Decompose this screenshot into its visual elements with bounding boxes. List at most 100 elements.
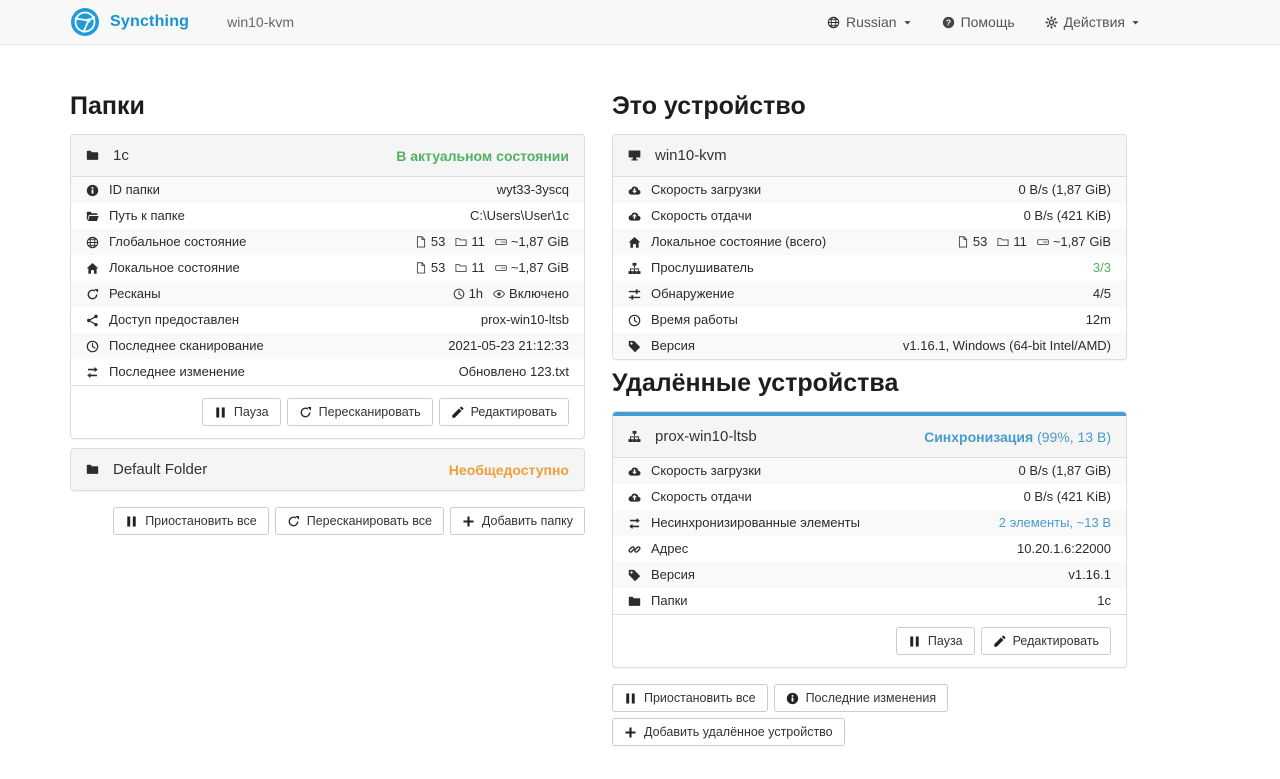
pause-all-devices-button[interactable]: Приостановить все — [612, 684, 768, 712]
row-label: Время работы — [651, 312, 738, 327]
watcher-state: Включено — [509, 286, 569, 301]
add-folder-button[interactable]: Добавить папку — [449, 507, 585, 535]
sync-progress-bar — [613, 412, 1126, 416]
out-of-sync-link[interactable]: 2 элементы, ~13 B — [998, 515, 1111, 530]
plus-icon — [624, 726, 637, 739]
caret-down-icon — [903, 18, 912, 27]
upload-rate-value: 0 B/s (421 KiB) — [1023, 208, 1111, 223]
folders-column: Папки 1c В актуальном состоянии ID папки… — [70, 92, 585, 746]
folder-1c-heading[interactable]: 1c В актуальном состоянии — [71, 135, 584, 176]
actions-menu[interactable]: Действия — [1045, 14, 1140, 30]
folder-path-value: C:\Users\User\1c — [470, 208, 569, 223]
folder-icon — [86, 149, 99, 162]
last-scan-value: 2021-05-23 21:12:33 — [448, 338, 569, 353]
row-label: Последнее изменение — [109, 364, 245, 379]
gear-icon — [1045, 16, 1058, 29]
local-files-count: 53 — [430, 260, 446, 275]
remote-device-status-detail: (99%, 13 B) — [1037, 428, 1111, 445]
globe-icon — [827, 16, 840, 29]
folder-outline-icon — [455, 236, 467, 248]
tag-icon — [628, 340, 641, 353]
eye-icon — [493, 288, 505, 300]
table-row: Прослушиватель 3/3 — [613, 255, 1126, 281]
pause-icon — [214, 406, 227, 419]
pencil-icon — [993, 635, 1006, 648]
table-row: Ресканы 1h Включено — [71, 281, 584, 307]
local-dirs-count: 11 — [471, 260, 485, 275]
refresh-icon — [287, 515, 300, 528]
row-label: Скорость отдачи — [651, 208, 752, 223]
this-device-heading[interactable]: win10-kvm — [613, 135, 1126, 176]
global-size: ~1,87 GiB — [510, 234, 569, 249]
hdd-icon — [495, 236, 507, 248]
folder-name: 1c — [113, 147, 129, 164]
language-menu[interactable]: Russian — [827, 14, 912, 30]
remote-device-heading[interactable]: prox-win10-ltsb Синхронизация (99%, 13 B… — [613, 416, 1126, 457]
folder-panel-default: Default Folder Необщедоступно — [70, 448, 585, 491]
actions-menu-label: Действия — [1063, 14, 1125, 30]
folder-icon — [628, 595, 641, 608]
table-row: Папки 1c — [613, 588, 1126, 614]
device-dirs-count: 11 — [1013, 234, 1027, 249]
clock-icon — [86, 340, 99, 353]
home-icon — [628, 236, 641, 249]
clock-icon — [628, 314, 641, 327]
table-row: Скорость отдачи 0 B/s (421 KiB) — [613, 484, 1126, 510]
table-row: Глобальное состояние 53 11 ~1,87 GiB — [71, 229, 584, 255]
edit-device-button[interactable]: Редактировать — [980, 627, 1111, 655]
default-folder-heading[interactable]: Default Folder Необщедоступно — [71, 449, 584, 490]
link-icon — [628, 543, 641, 556]
folder-details-table: ID папки wyt33-3yscq Путь к папке C:\Use… — [71, 176, 584, 385]
folder-open-icon — [86, 210, 99, 223]
table-row: Локальное состояние 53 11 ~1,87 GiB — [71, 255, 584, 281]
syncthing-logo-icon — [71, 8, 99, 36]
this-device-section-title: Это устройство — [612, 92, 806, 120]
pause-all-folders-button[interactable]: Приостановить все — [113, 507, 269, 535]
row-label: Обнаружение — [651, 286, 735, 301]
row-label: Глобальное состояние — [109, 234, 247, 249]
rescan-interval: 1h — [468, 286, 484, 301]
row-label: Несинхронизированные элементы — [651, 515, 860, 530]
info-icon — [86, 184, 99, 197]
pause-icon — [908, 635, 921, 648]
table-row: Версия v1.16.1 — [613, 562, 1126, 588]
row-label: Локальное состояние — [109, 260, 240, 275]
this-device-panel: win10-kvm Скорость загрузки 0 B/s (1,87 … — [612, 134, 1127, 360]
recent-changes-button[interactable]: Последние изменения — [773, 684, 949, 712]
global-files-count: 53 — [430, 234, 446, 249]
table-row: Последнее сканирование 2021-05-23 21:12:… — [71, 333, 584, 359]
folder-outline-icon — [997, 236, 1009, 248]
uptime-value: 12m — [1085, 312, 1111, 327]
file-icon — [415, 236, 427, 248]
desktop-icon — [628, 149, 641, 162]
folder-outline-icon — [455, 262, 467, 274]
remote-folders-value: 1c — [1097, 593, 1111, 608]
latest-change-value: Обновлено 123.txt — [458, 364, 569, 379]
devices-actions-row: Приостановить все Последние изменения До… — [612, 684, 1127, 746]
remote-device-panel: prox-win10-ltsb Синхронизация (99%, 13 B… — [612, 411, 1127, 668]
remote-devices-section-title: Удалённые устройства — [612, 369, 899, 397]
info-icon — [786, 692, 799, 705]
version-value: v1.16.1, Windows (64-bit Intel/AMD) — [902, 338, 1111, 353]
device-files-count: 53 — [972, 234, 988, 249]
help-menu[interactable]: Помощь — [942, 14, 1015, 30]
main-content: Папки 1c В актуальном состоянии ID папки… — [70, 92, 1127, 746]
add-remote-device-button[interactable]: Добавить удалённое устройство — [612, 718, 845, 746]
sitemap-icon — [628, 430, 641, 443]
row-label: Доступ предоставлен — [109, 312, 240, 327]
cloud-download-icon — [628, 184, 641, 197]
pause-folder-button[interactable]: Пауза — [201, 398, 281, 426]
table-row: Скорость загрузки 0 B/s (1,87 GiB) — [613, 458, 1126, 484]
remote-device-name: prox-win10-ltsb — [655, 428, 757, 445]
rescan-folder-button[interactable]: Пересканировать — [286, 398, 433, 426]
sitemap-icon — [628, 262, 641, 275]
brand: Syncthing win10-kvm — [70, 7, 294, 37]
row-label: Локальное состояние (всего) — [651, 234, 827, 249]
rescan-all-folders-button[interactable]: Пересканировать все — [274, 507, 444, 535]
sliders-icon — [628, 288, 641, 301]
edit-folder-button[interactable]: Редактировать — [438, 398, 569, 426]
discovery-value: 4/5 — [1092, 286, 1111, 301]
pause-device-button[interactable]: Пауза — [895, 627, 975, 655]
folder-panel-footer: Пауза Пересканировать Редактировать — [71, 385, 584, 438]
row-label: ID папки — [109, 182, 160, 197]
